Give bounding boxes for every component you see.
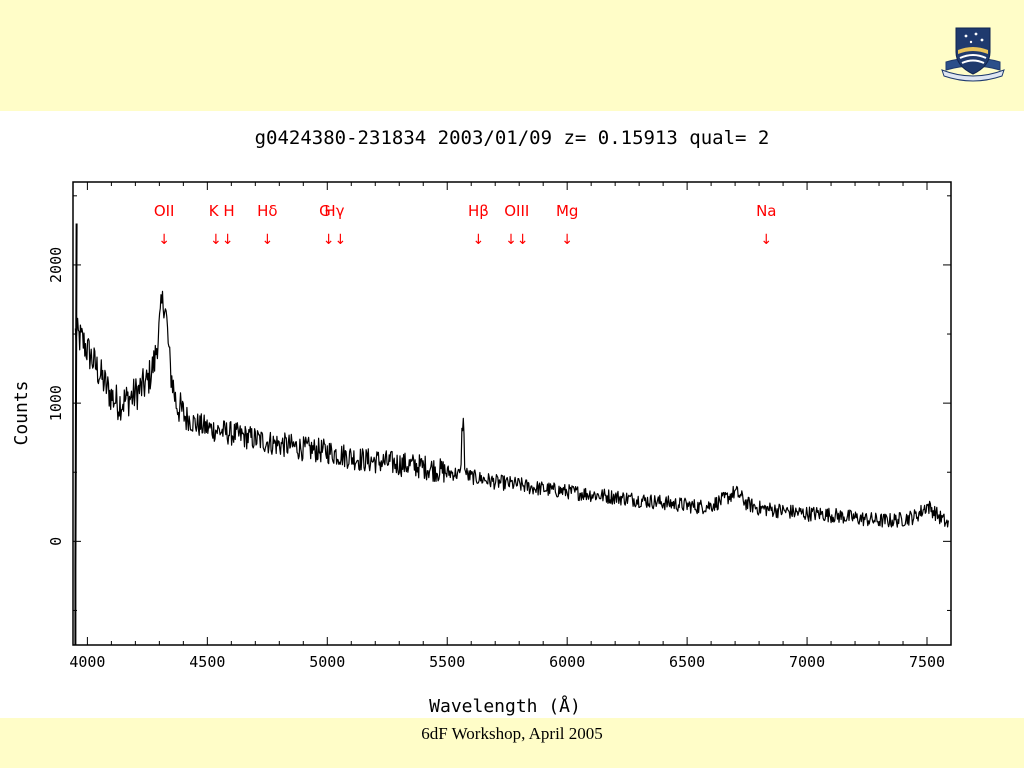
plot-frame	[72, 181, 952, 646]
x-tick-label: 6000	[549, 653, 585, 671]
spectral-line-label: Hδ	[257, 202, 277, 220]
y-tick-label: 0	[47, 537, 65, 546]
spectral-line-label: Hβ	[468, 202, 489, 220]
x-tick-label: 4000	[69, 653, 105, 671]
x-tick-label: 6500	[669, 653, 705, 671]
x-tick-label: 7000	[789, 653, 825, 671]
x-tick-label: 5000	[309, 653, 345, 671]
spectral-line-arrow: ↓	[561, 232, 573, 248]
x-tick-label: 5500	[429, 653, 465, 671]
spectral-line-arrow: ↓↓	[323, 232, 346, 248]
university-crest-icon	[941, 27, 1005, 82]
spectral-line-label: G	[319, 202, 331, 220]
spectral-line-arrow: ↓↓	[210, 232, 233, 248]
spectral-line-arrow: ↓	[473, 232, 485, 248]
spectral-line-markers: OII ↓ K H ↓↓ Hδ ↓ GHγ ↓↓ Hβ ↓ OIII ↓↓ Mg ↓ Na ↓	[154, 202, 777, 248]
y-tick-label: 2000	[47, 247, 65, 283]
spectrum-chart: g0424380-231834 2003/01/09 z= 0.15913 qu…	[11, 127, 952, 717]
spectral-line-arrow: ↓	[760, 232, 772, 248]
x-axis-label: Wavelength (Å)	[429, 695, 581, 717]
y-axis-label: Counts	[11, 380, 32, 445]
x-tick-label: 7500	[909, 653, 945, 671]
spectral-line-arrow: ↓	[261, 232, 273, 248]
spectral-line-arrow: ↓↓	[505, 232, 528, 248]
spectral-line-label: Hγ	[324, 202, 344, 220]
footer-caption: 6dF Workshop, April 2005	[421, 724, 603, 743]
y-tick-label: 1000	[47, 385, 65, 421]
spectral-line-label: OIII	[504, 202, 529, 220]
spectral-line-arrow: ↓	[158, 232, 170, 248]
axis-ticks: 4000 4500 5000 5500 6000 6500 7000 7500 0 1000 200…	[47, 182, 951, 671]
spectral-line-label: OII	[154, 202, 175, 220]
plot-panel: g0424380-231834 2003/01/09 z= 0.15913 qu…	[0, 111, 1024, 718]
spectrum-series	[74, 290, 949, 528]
spectral-line-label: Mg	[556, 202, 578, 220]
spectral-line-label: K H	[209, 202, 235, 220]
chart-title: g0424380-231834 2003/01/09 z= 0.15913 qu…	[255, 127, 770, 149]
spectral-line-label: Na	[756, 202, 776, 220]
spectrum-edge-segment	[74, 223, 78, 645]
x-tick-label: 4500	[189, 653, 225, 671]
